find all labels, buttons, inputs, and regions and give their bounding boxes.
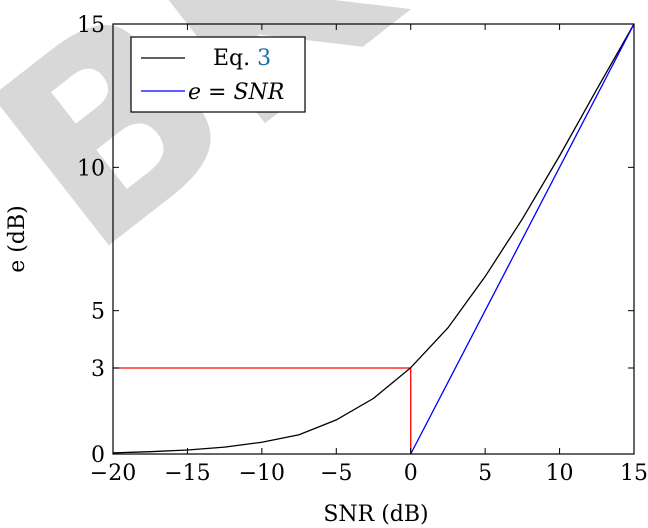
- legend-entry-eq3-ref[interactable]: 3: [257, 46, 271, 71]
- legend-entry-eq3: Eq. 3: [213, 46, 271, 71]
- y-tick-label: 3: [91, 357, 105, 382]
- x-axis-label: SNR (dB): [323, 502, 428, 527]
- x-tick-label: 15: [620, 461, 648, 486]
- plot-area: [112, 23, 635, 455]
- y-tick-label: 10: [77, 156, 105, 181]
- y-tick-label: 15: [77, 13, 105, 38]
- x-tick-label: −5: [320, 461, 352, 486]
- x-tick-label: 5: [478, 461, 492, 486]
- x-tick-label: 10: [546, 461, 574, 486]
- legend-box: [130, 36, 306, 113]
- y-tick-label: 5: [91, 300, 105, 325]
- annotation-marker-lines: [113, 367, 412, 454]
- y-axis: 0 3 5 10 15: [77, 13, 634, 468]
- plot-frame: [112, 23, 635, 455]
- x-tick-label: −10: [239, 461, 285, 486]
- x-axis: −20 −15 −10 −5 0 5 10 15: [90, 24, 648, 486]
- y-tick-label: 0: [91, 443, 105, 468]
- legend: Eq. 3 e = SNR: [130, 36, 306, 113]
- axis-frame: [112, 23, 635, 455]
- legend-entry-e-snr: e = SNR: [188, 80, 284, 105]
- x-tick-label: 0: [404, 461, 418, 486]
- legend-entry-eq3-prefix: Eq.: [213, 46, 257, 71]
- series-line-e-snr: [410, 23, 635, 455]
- x-tick-label: −20: [90, 461, 136, 486]
- y-axis-label: e (dB): [5, 205, 30, 272]
- series-line-eq3: [112, 23, 635, 454]
- x-tick-label: −15: [164, 461, 210, 486]
